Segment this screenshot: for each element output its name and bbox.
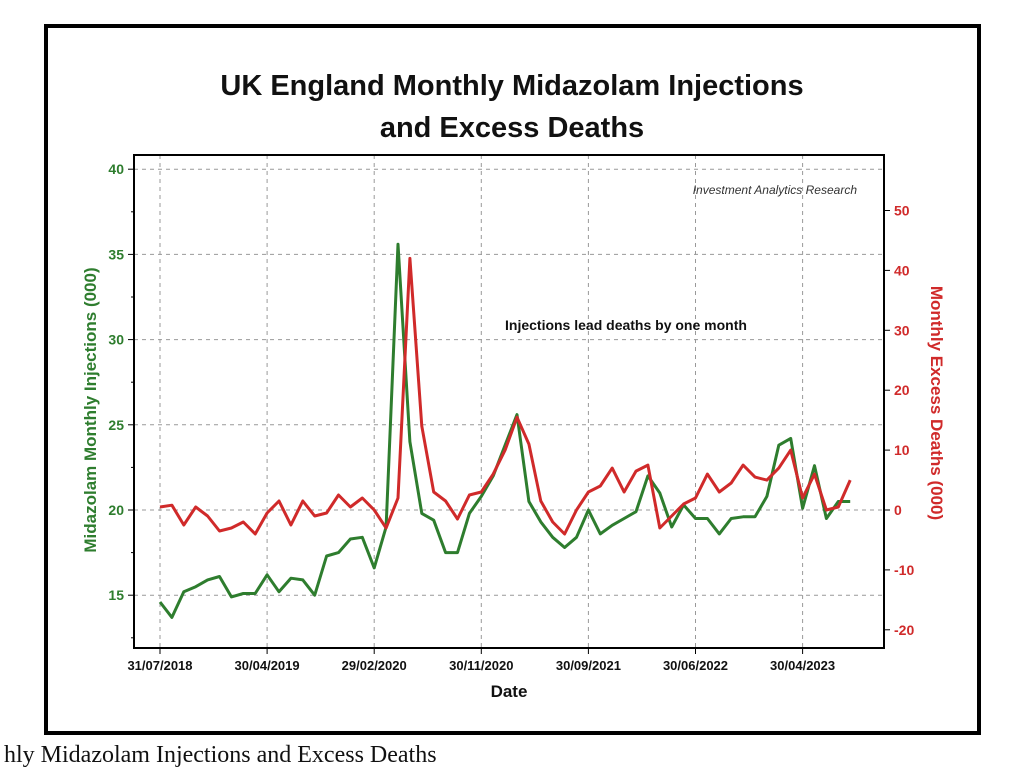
x-tick-label: 30/09/2021 — [556, 658, 621, 673]
x-tick-label: 30/06/2022 — [663, 658, 728, 673]
left-axis: 15 20 25 30 35 40 — [108, 161, 134, 638]
right-tick-label: -20 — [894, 622, 914, 638]
right-axis-label: Monthly Excess Deaths (000) — [927, 286, 946, 520]
excess-deaths-line — [160, 258, 850, 534]
right-tick-label: 0 — [894, 502, 902, 518]
x-axis: 31/07/2018 30/04/2019 29/02/2020 30/11/2020… — [127, 648, 835, 673]
right-tick-label: 40 — [894, 262, 910, 278]
chart-title-line1: UK England Monthly Midazolam Injections — [220, 70, 803, 102]
left-tick-label: 35 — [108, 246, 124, 262]
source-annotation: Investment Analytics Research — [693, 183, 858, 197]
left-axis-label: Midazolam Monthly Injections (000) — [81, 267, 100, 552]
x-tick-label: 30/04/2023 — [770, 658, 835, 673]
left-tick-label: 40 — [108, 161, 124, 177]
x-tick-label: 30/11/2020 — [449, 658, 513, 673]
right-tick-label: 30 — [894, 322, 910, 338]
right-tick-label: 20 — [894, 382, 910, 398]
plot-area — [134, 155, 884, 648]
left-tick-label: 30 — [108, 332, 124, 348]
right-axis: -20 -10 0 10 20 30 40 50 — [884, 203, 914, 638]
grid — [134, 155, 884, 648]
chart: UK England Monthly Midazolam Injections … — [0, 0, 1026, 753]
x-tick-label: 29/02/2020 — [342, 658, 407, 673]
x-tick-label: 30/04/2019 — [235, 658, 300, 673]
figure-caption: hly Midazolam Injections and Excess Deat… — [4, 742, 437, 769]
right-tick-label: -10 — [894, 562, 914, 578]
x-axis-label: Date — [491, 682, 528, 701]
chart-title-line2: and Excess Deaths — [380, 112, 644, 144]
left-tick-label: 25 — [108, 417, 124, 433]
right-tick-label: 10 — [894, 442, 910, 458]
injections-line — [160, 244, 850, 617]
lead-annotation: Injections lead deaths by one month — [505, 317, 747, 333]
x-tick-label: 31/07/2018 — [127, 658, 192, 673]
left-tick-label: 20 — [108, 502, 124, 518]
right-tick-label: 50 — [894, 203, 910, 219]
left-tick-label: 15 — [108, 587, 124, 603]
series-lines — [160, 244, 850, 617]
